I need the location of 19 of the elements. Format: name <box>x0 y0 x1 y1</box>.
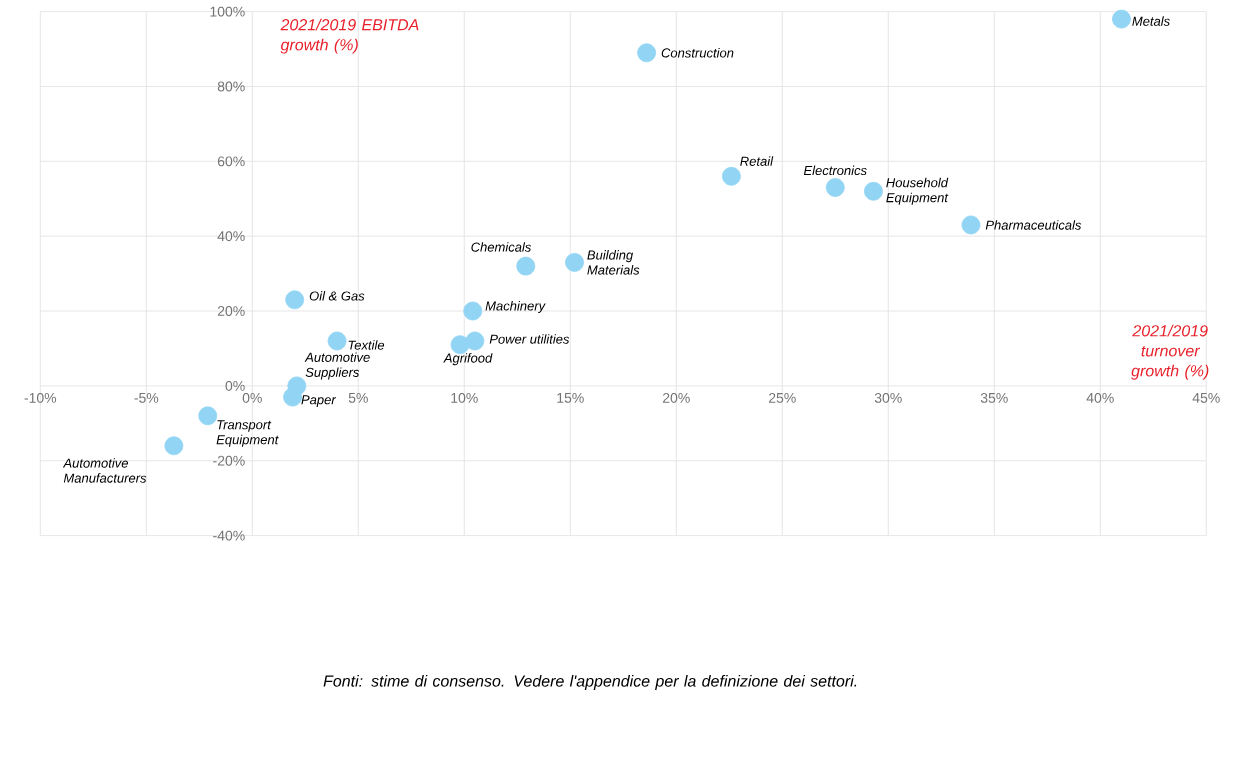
x-axis-title: 2021/2019 turnover growth (%) <box>1131 324 1209 380</box>
point <box>463 301 483 321</box>
point <box>516 256 536 276</box>
point <box>450 335 470 355</box>
point <box>961 215 981 235</box>
point <box>565 253 584 272</box>
point <box>1112 9 1131 29</box>
point <box>285 290 305 310</box>
point <box>198 406 218 426</box>
point <box>637 43 656 63</box>
point <box>465 331 485 351</box>
point <box>864 181 883 201</box>
point <box>164 436 184 456</box>
point <box>722 166 741 186</box>
point <box>825 178 845 197</box>
point <box>283 387 302 407</box>
y-axis-title: 2021/2019 EBITDA growth (%) <box>280 18 419 54</box>
text: Fonti: stime di consenso. Vedere l'appendice per la definizione dei settori. <box>323 674 857 690</box>
point <box>327 331 347 351</box>
